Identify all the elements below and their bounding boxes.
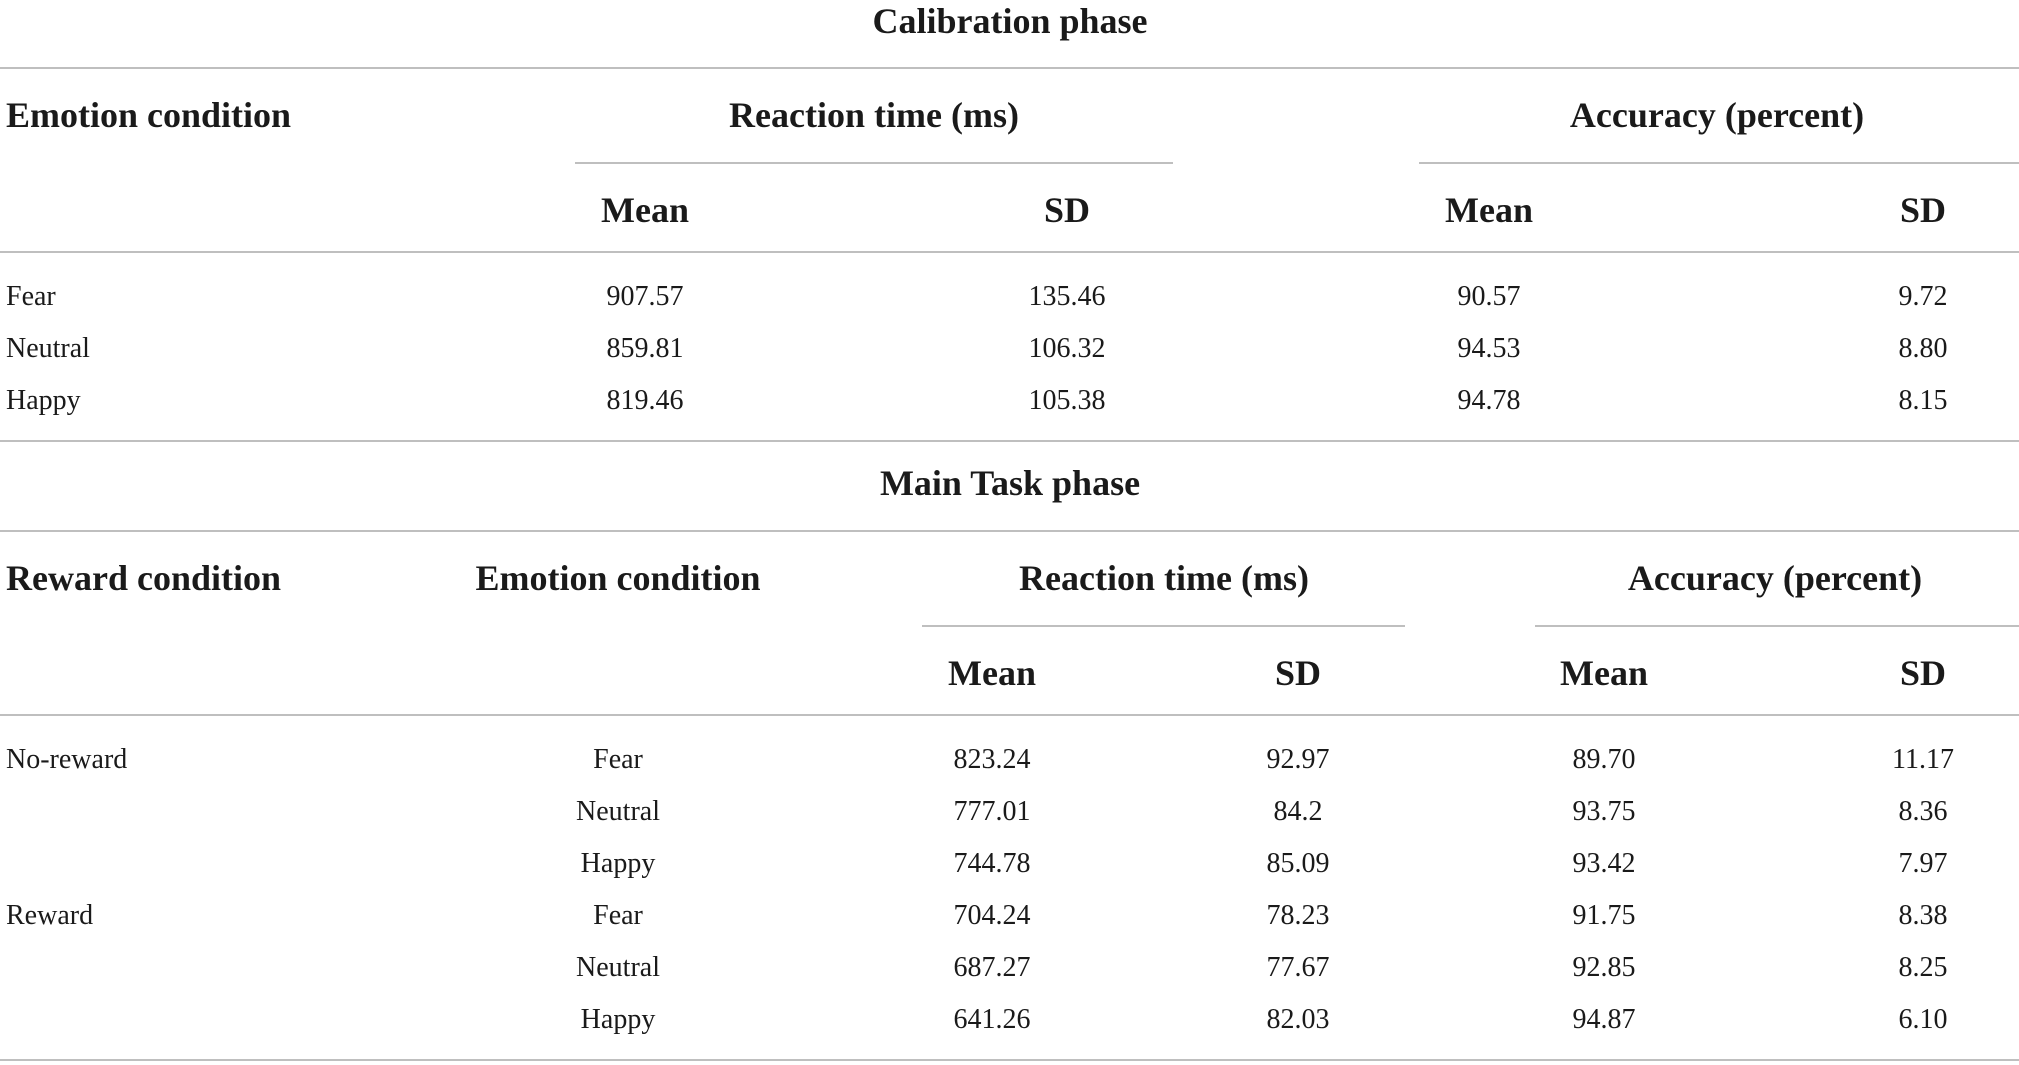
main-bottom-rule [0, 1059, 2019, 1061]
main-header-reaction-time: Reaction time (ms) [1019, 558, 1309, 598]
main-cell-rt-mean: 641.26 [953, 1004, 1031, 1035]
calibration-header-emotion: Emotion condition [6, 95, 292, 135]
main-header-accuracy: Accuracy (percent) [1627, 558, 1923, 598]
calibration-title: Calibration phase [872, 1, 1148, 41]
main-cell-reward: Reward [6, 900, 94, 931]
calibration-cell-acc-mean: 90.57 [1457, 281, 1521, 312]
calibration-cell-rt-mean: 819.46 [606, 385, 684, 416]
main-acc-span-rule [1535, 625, 2019, 627]
calibration-cell-rt-sd: 106.32 [1028, 333, 1106, 364]
main-cell-emotion: Neutral [576, 796, 660, 827]
main-cell-rt-sd: 78.23 [1266, 900, 1330, 931]
calibration-cell-acc-mean: 94.78 [1457, 385, 1521, 416]
calibration-cell-emotion: Happy [6, 385, 81, 416]
main-cell-rt-sd: 92.97 [1266, 744, 1330, 775]
main-subheader-rt-sd: SD [1274, 653, 1322, 693]
calibration-cell-emotion: Neutral [6, 333, 90, 364]
main-cell-rt-mean: 687.27 [953, 952, 1031, 983]
main-cell-emotion: Fear [593, 744, 643, 775]
calibration-subheader-rt-sd: SD [1043, 190, 1091, 230]
main-subheader-acc-sd: SD [1899, 653, 1947, 693]
main-cell-acc-sd: 8.38 [1898, 900, 1948, 931]
calibration-rt-span-rule [575, 162, 1173, 164]
main-cell-acc-mean: 89.70 [1572, 744, 1636, 775]
main-cell-reward: No-reward [6, 744, 128, 775]
main-cell-acc-sd: 8.25 [1898, 952, 1948, 983]
calibration-header-accuracy: Accuracy (percent) [1569, 95, 1865, 135]
main-cell-acc-mean: 93.42 [1572, 848, 1636, 879]
main-cell-acc-mean: 91.75 [1572, 900, 1636, 931]
main-cell-acc-sd: 11.17 [1892, 744, 1954, 775]
main-cell-acc-mean: 93.75 [1572, 796, 1636, 827]
main-cell-acc-mean: 94.87 [1572, 1004, 1636, 1035]
calibration-cell-acc-sd: 8.80 [1898, 333, 1948, 364]
main-cell-rt-sd: 82.03 [1266, 1004, 1330, 1035]
main-cell-acc-sd: 8.36 [1898, 796, 1948, 827]
main-cell-emotion: Fear [593, 900, 643, 931]
main-cell-rt-mean: 704.24 [953, 900, 1031, 931]
calibration-bottom-rule [0, 440, 2019, 442]
calibration-top-rule [0, 67, 2019, 69]
main-subheader-acc-mean: Mean [1560, 653, 1648, 693]
calibration-cell-rt-mean: 859.81 [606, 333, 684, 364]
main-cell-rt-mean: 777.01 [953, 796, 1031, 827]
main-cell-rt-sd: 77.67 [1266, 952, 1330, 983]
main-header-rule [0, 714, 2019, 716]
calibration-cell-acc-sd: 9.72 [1898, 281, 1948, 312]
main-cell-acc-mean: 92.85 [1572, 952, 1636, 983]
main-cell-emotion: Happy [580, 1004, 656, 1035]
main-cell-rt-mean: 823.24 [953, 744, 1031, 775]
calibration-subheader-acc-mean: Mean [1445, 190, 1533, 230]
calibration-subheader-rt-mean: Mean [601, 190, 689, 230]
calibration-cell-acc-sd: 8.15 [1898, 385, 1948, 416]
calibration-cell-rt-mean: 907.57 [606, 281, 684, 312]
main-rt-span-rule [922, 625, 1405, 627]
main-cell-rt-sd: 85.09 [1266, 848, 1330, 879]
main-cell-rt-sd: 84.2 [1273, 796, 1323, 827]
main-cell-acc-sd: 6.10 [1898, 1004, 1948, 1035]
main-subheader-rt-mean: Mean [948, 653, 1036, 693]
calibration-subheader-acc-sd: SD [1899, 190, 1947, 230]
main-header-reward: Reward condition [6, 558, 282, 598]
calibration-cell-emotion: Fear [6, 281, 56, 312]
calibration-cell-rt-sd: 105.38 [1028, 385, 1106, 416]
calibration-header-reaction-time: Reaction time (ms) [729, 95, 1019, 135]
calibration-cell-acc-mean: 94.53 [1457, 333, 1521, 364]
calibration-cell-rt-sd: 135.46 [1028, 281, 1106, 312]
main-task-title: Main Task phase [879, 463, 1141, 503]
main-cell-rt-mean: 744.78 [953, 848, 1031, 879]
main-cell-emotion: Happy [580, 848, 656, 879]
calibration-acc-span-rule [1419, 162, 2019, 164]
main-header-emotion: Emotion condition [475, 558, 761, 598]
main-cell-emotion: Neutral [576, 952, 660, 983]
calibration-header-rule [0, 251, 2019, 253]
main-task-top-rule [0, 530, 2019, 532]
main-cell-acc-sd: 7.97 [1898, 848, 1948, 879]
